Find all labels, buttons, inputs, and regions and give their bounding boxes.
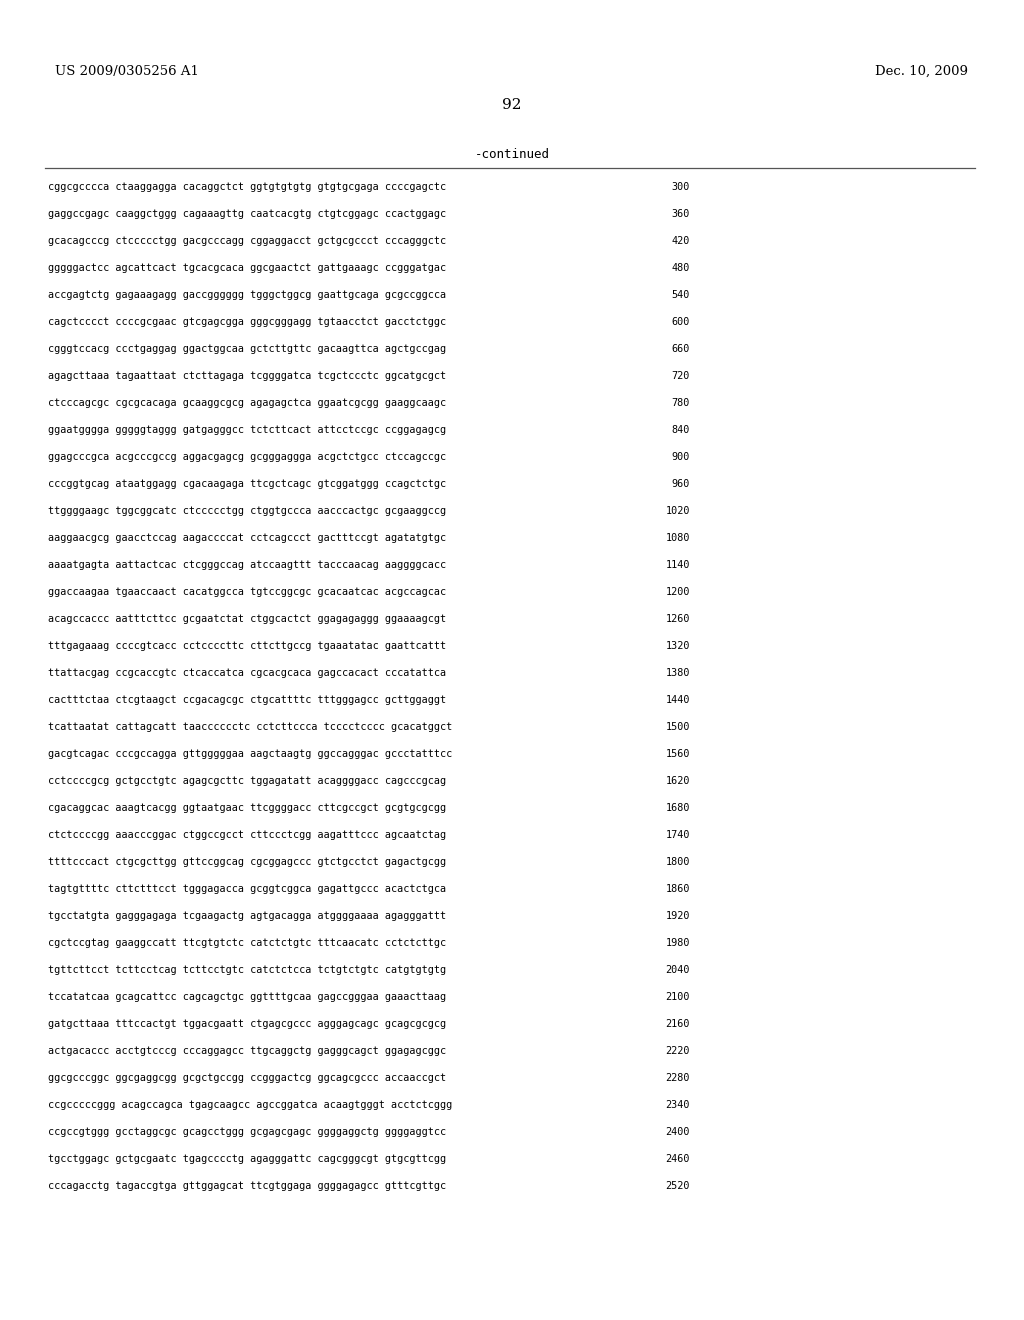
Text: accgagtctg gagaaagagg gaccgggggg tgggctggcg gaattgcaga gcgccggcca: accgagtctg gagaaagagg gaccgggggg tgggctg… — [48, 290, 446, 300]
Text: 1920: 1920 — [666, 911, 690, 921]
Text: ctctccccgg aaacccggac ctggccgcct cttccctcgg aagatttccc agcaatctag: ctctccccgg aaacccggac ctggccgcct cttccct… — [48, 830, 446, 840]
Text: 1440: 1440 — [666, 696, 690, 705]
Text: cccggtgcag ataatggagg cgacaagaga ttcgctcagc gtcggatggg ccagctctgc: cccggtgcag ataatggagg cgacaagaga ttcgctc… — [48, 479, 446, 488]
Text: aaggaacgcg gaacctccag aagaccccat cctcagccct gactttccgt agatatgtgc: aaggaacgcg gaacctccag aagaccccat cctcagc… — [48, 533, 446, 543]
Text: tccatatcaa gcagcattcc cagcagctgc ggttttgcaa gagccgggaa gaaacttaag: tccatatcaa gcagcattcc cagcagctgc ggttttg… — [48, 993, 446, 1002]
Text: cggcgcccca ctaaggagga cacaggctct ggtgtgtgtg gtgtgcgaga ccccgagctc: cggcgcccca ctaaggagga cacaggctct ggtgtgt… — [48, 182, 446, 191]
Text: ttttcccact ctgcgcttgg gttccggcag cgcggagccc gtctgcctct gagactgcgg: ttttcccact ctgcgcttgg gttccggcag cgcggag… — [48, 857, 446, 867]
Text: 2520: 2520 — [666, 1181, 690, 1191]
Text: cgggtccacg ccctgaggag ggactggcaa gctcttgttc gacaagttca agctgccgag: cgggtccacg ccctgaggag ggactggcaa gctcttg… — [48, 345, 446, 354]
Text: 2280: 2280 — [666, 1073, 690, 1082]
Text: 2160: 2160 — [666, 1019, 690, 1030]
Text: gaggccgagc caaggctggg cagaaagttg caatcacgtg ctgtcggagc ccactggagc: gaggccgagc caaggctggg cagaaagttg caatcac… — [48, 209, 446, 219]
Text: cctccccgcg gctgcctgtc agagcgcttc tggagatatt acaggggacc cagcccgcag: cctccccgcg gctgcctgtc agagcgcttc tggagat… — [48, 776, 446, 785]
Text: 2460: 2460 — [666, 1154, 690, 1164]
Text: -continued: -continued — [474, 148, 550, 161]
Text: ctcccagcgc cgcgcacaga gcaaggcgcg agagagctca ggaatcgcgg gaaggcaagc: ctcccagcgc cgcgcacaga gcaaggcgcg agagagc… — [48, 399, 446, 408]
Text: 1140: 1140 — [666, 560, 690, 570]
Text: cactttctaa ctcgtaagct ccgacagcgc ctgcattttc tttgggagcc gcttggaggt: cactttctaa ctcgtaagct ccgacagcgc ctgcatt… — [48, 696, 446, 705]
Text: 1860: 1860 — [666, 884, 690, 894]
Text: 900: 900 — [672, 451, 690, 462]
Text: 1800: 1800 — [666, 857, 690, 867]
Text: actgacaccc acctgtcccg cccaggagcc ttgcaggctg gagggcagct ggagagcggc: actgacaccc acctgtcccg cccaggagcc ttgcagg… — [48, 1045, 446, 1056]
Text: cccagacctg tagaccgtga gttggagcat ttcgtggaga ggggagagcc gtttcgttgc: cccagacctg tagaccgtga gttggagcat ttcgtgg… — [48, 1181, 446, 1191]
Text: 1020: 1020 — [666, 506, 690, 516]
Text: 480: 480 — [672, 263, 690, 273]
Text: ccgcccccggg acagccagca tgagcaagcc agccggatca acaagtgggt acctctcggg: ccgcccccggg acagccagca tgagcaagcc agccgg… — [48, 1100, 453, 1110]
Text: 300: 300 — [672, 182, 690, 191]
Text: 2400: 2400 — [666, 1127, 690, 1137]
Text: agagcttaaa tagaattaat ctcttagaga tcggggatca tcgctccctc ggcatgcgct: agagcttaaa tagaattaat ctcttagaga tcgggga… — [48, 371, 446, 381]
Text: ggaccaagaa tgaaccaact cacatggcca tgtccggcgc gcacaatcac acgccagcac: ggaccaagaa tgaaccaact cacatggcca tgtccgg… — [48, 587, 446, 597]
Text: acagccaccc aatttcttcc gcgaatctat ctggcactct ggagagaggg ggaaaagcgt: acagccaccc aatttcttcc gcgaatctat ctggcac… — [48, 614, 446, 624]
Text: 360: 360 — [672, 209, 690, 219]
Text: 660: 660 — [672, 345, 690, 354]
Text: 420: 420 — [672, 236, 690, 246]
Text: 840: 840 — [672, 425, 690, 436]
Text: 2340: 2340 — [666, 1100, 690, 1110]
Text: 780: 780 — [672, 399, 690, 408]
Text: ggaatgggga gggggtaggg gatgagggcc tctcttcact attcctccgc ccggagagcg: ggaatgggga gggggtaggg gatgagggcc tctcttc… — [48, 425, 446, 436]
Text: tagtgttttc cttctttcct tgggagacca gcggtcggca gagattgccc acactctgca: tagtgttttc cttctttcct tgggagacca gcggtcg… — [48, 884, 446, 894]
Text: tttgagaaag ccccgtcacc cctccccttc cttcttgccg tgaaatatac gaattcattt: tttgagaaag ccccgtcacc cctccccttc cttcttg… — [48, 642, 446, 651]
Text: gcacagcccg ctccccctgg gacgcccagg cggaggacct gctgcgccct cccagggctc: gcacagcccg ctccccctgg gacgcccagg cggagga… — [48, 236, 446, 246]
Text: 1380: 1380 — [666, 668, 690, 678]
Text: gacgtcagac cccgccagga gttgggggaa aagctaagtg ggccagggac gccctatttcc: gacgtcagac cccgccagga gttgggggaa aagctaa… — [48, 748, 453, 759]
Text: 1740: 1740 — [666, 830, 690, 840]
Text: 1500: 1500 — [666, 722, 690, 733]
Text: 720: 720 — [672, 371, 690, 381]
Text: tgcctatgta gagggagaga tcgaagactg agtgacagga atggggaaaa agagggattt: tgcctatgta gagggagaga tcgaagactg agtgaca… — [48, 911, 446, 921]
Text: 600: 600 — [672, 317, 690, 327]
Text: gatgcttaaa tttccactgt tggacgaatt ctgagcgccc agggagcagc gcagcgcgcg: gatgcttaaa tttccactgt tggacgaatt ctgagcg… — [48, 1019, 446, 1030]
Text: 1080: 1080 — [666, 533, 690, 543]
Text: 2220: 2220 — [666, 1045, 690, 1056]
Text: US 2009/0305256 A1: US 2009/0305256 A1 — [55, 65, 199, 78]
Text: Dec. 10, 2009: Dec. 10, 2009 — [874, 65, 968, 78]
Text: ggcgcccggc ggcgaggcgg gcgctgccgg ccgggactcg ggcagcgccc accaaccgct: ggcgcccggc ggcgaggcgg gcgctgccgg ccgggac… — [48, 1073, 446, 1082]
Text: tgcctggagc gctgcgaatc tgagcccctg agagggattc cagcgggcgt gtgcgttcgg: tgcctggagc gctgcgaatc tgagcccctg agaggga… — [48, 1154, 446, 1164]
Text: 2040: 2040 — [666, 965, 690, 975]
Text: ggagcccgca acgcccgccg aggacgagcg gcgggaggga acgctctgcc ctccagccgc: ggagcccgca acgcccgccg aggacgagcg gcgggag… — [48, 451, 446, 462]
Text: 2100: 2100 — [666, 993, 690, 1002]
Text: ttggggaagc tggcggcatc ctccccctgg ctggtgccca aacccactgc gcgaaggccg: ttggggaagc tggcggcatc ctccccctgg ctggtgc… — [48, 506, 446, 516]
Text: 960: 960 — [672, 479, 690, 488]
Text: 1680: 1680 — [666, 803, 690, 813]
Text: ttattacgag ccgcaccgtc ctcaccatca cgcacgcaca gagccacact cccatattca: ttattacgag ccgcaccgtc ctcaccatca cgcacgc… — [48, 668, 446, 678]
Text: 92: 92 — [502, 98, 522, 112]
Text: tgttcttcct tcttcctcag tcttcctgtc catctctcca tctgtctgtc catgtgtgtg: tgttcttcct tcttcctcag tcttcctgtc catctct… — [48, 965, 446, 975]
Text: 1560: 1560 — [666, 748, 690, 759]
Text: aaaatgagta aattactcac ctcgggccag atccaagttt tacccaacag aaggggcacc: aaaatgagta aattactcac ctcgggccag atccaag… — [48, 560, 446, 570]
Text: 1260: 1260 — [666, 614, 690, 624]
Text: cagctcccct ccccgcgaac gtcgagcgga gggcgggagg tgtaacctct gacctctggc: cagctcccct ccccgcgaac gtcgagcgga gggcggg… — [48, 317, 446, 327]
Text: gggggactcc agcattcact tgcacgcaca ggcgaactct gattgaaagc ccgggatgac: gggggactcc agcattcact tgcacgcaca ggcgaac… — [48, 263, 446, 273]
Text: 1320: 1320 — [666, 642, 690, 651]
Text: 1200: 1200 — [666, 587, 690, 597]
Text: cgacaggcac aaagtcacgg ggtaatgaac ttcggggacc cttcgccgct gcgtgcgcgg: cgacaggcac aaagtcacgg ggtaatgaac ttcgggg… — [48, 803, 446, 813]
Text: 1980: 1980 — [666, 939, 690, 948]
Text: 1620: 1620 — [666, 776, 690, 785]
Text: ccgccgtggg gcctaggcgc gcagcctggg gcgagcgagc ggggaggctg ggggaggtcc: ccgccgtggg gcctaggcgc gcagcctggg gcgagcg… — [48, 1127, 446, 1137]
Text: 540: 540 — [672, 290, 690, 300]
Text: cgctccgtag gaaggccatt ttcgtgtctc catctctgtc tttcaacatc cctctcttgc: cgctccgtag gaaggccatt ttcgtgtctc catctct… — [48, 939, 446, 948]
Text: tcattaatat cattagcatt taacccccctc cctcttccca tcccctcccc gcacatggct: tcattaatat cattagcatt taacccccctc cctctt… — [48, 722, 453, 733]
